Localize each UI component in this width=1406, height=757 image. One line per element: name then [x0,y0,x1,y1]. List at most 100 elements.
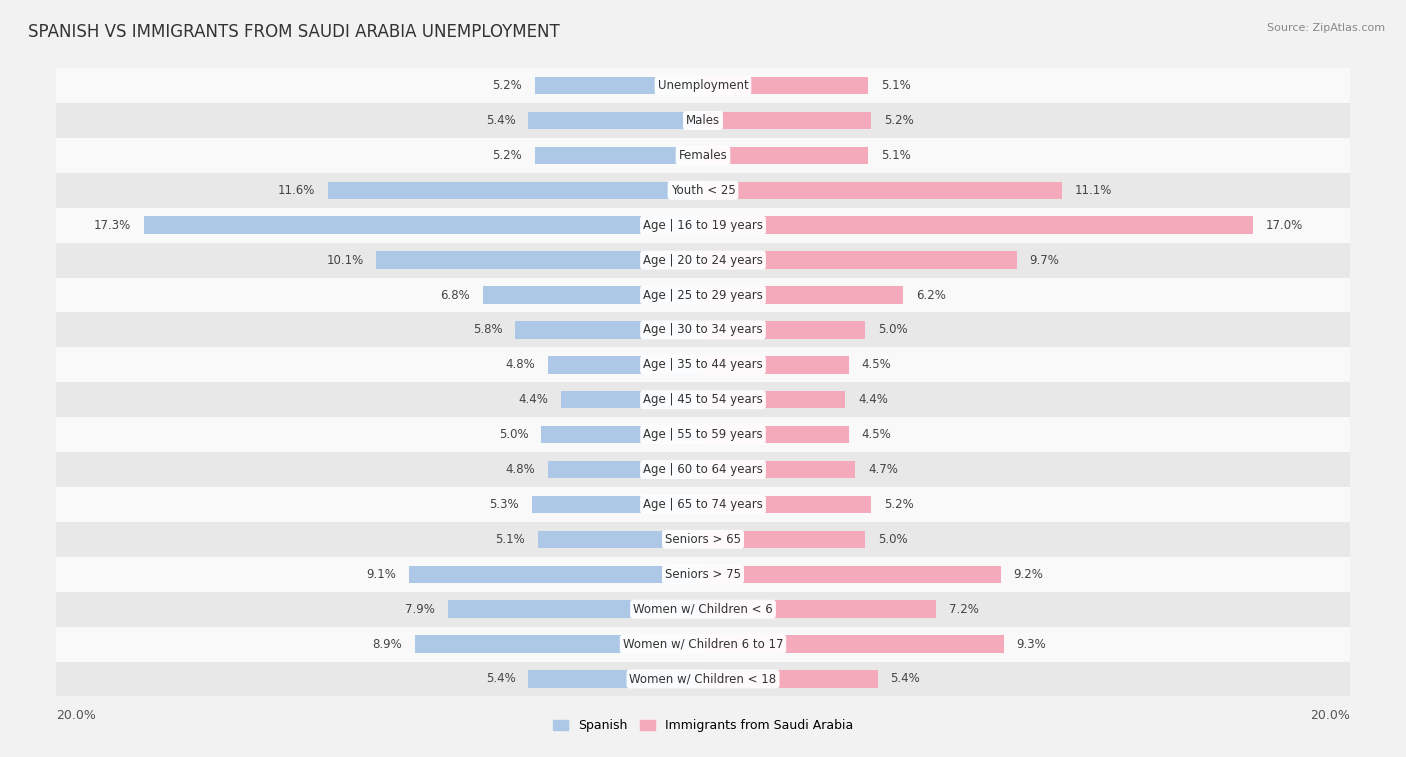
Bar [56,68,1350,103]
Bar [484,286,703,304]
Bar [703,531,865,548]
Bar [703,112,872,129]
Text: 5.8%: 5.8% [472,323,502,336]
Text: 6.2%: 6.2% [917,288,946,301]
Text: 10.1%: 10.1% [326,254,363,266]
Text: Women w/ Children < 6: Women w/ Children < 6 [633,603,773,615]
Text: 5.2%: 5.2% [492,79,522,92]
Text: 5.2%: 5.2% [884,498,914,511]
Bar [143,217,703,234]
Bar [56,278,1350,313]
Bar [56,207,1350,243]
Bar [529,112,703,129]
Text: 4.4%: 4.4% [517,393,548,407]
Bar [703,321,865,338]
Text: 5.1%: 5.1% [495,533,526,546]
Text: 17.0%: 17.0% [1265,219,1303,232]
Text: 9.1%: 9.1% [366,568,396,581]
Text: Seniors > 65: Seniors > 65 [665,533,741,546]
Bar [548,461,703,478]
Text: Age | 65 to 74 years: Age | 65 to 74 years [643,498,763,511]
Text: 5.0%: 5.0% [877,323,907,336]
Text: 11.1%: 11.1% [1074,184,1112,197]
Bar [447,600,703,618]
Bar [534,77,703,95]
Bar [703,426,849,444]
Text: 5.4%: 5.4% [485,672,516,686]
Text: Source: ZipAtlas.com: Source: ZipAtlas.com [1267,23,1385,33]
Text: Females: Females [679,149,727,162]
Bar [548,356,703,373]
Bar [703,496,872,513]
Text: 5.1%: 5.1% [880,149,911,162]
Text: Age | 55 to 59 years: Age | 55 to 59 years [643,428,763,441]
Text: 4.5%: 4.5% [862,358,891,372]
Text: 5.3%: 5.3% [489,498,519,511]
Bar [529,670,703,687]
Bar [56,138,1350,173]
Text: 4.4%: 4.4% [858,393,889,407]
Text: Age | 45 to 54 years: Age | 45 to 54 years [643,393,763,407]
Text: 7.9%: 7.9% [405,603,434,615]
Text: 5.1%: 5.1% [880,79,911,92]
Bar [56,487,1350,522]
Text: 9.7%: 9.7% [1029,254,1060,266]
Bar [703,182,1062,199]
Text: 5.2%: 5.2% [492,149,522,162]
Bar [56,592,1350,627]
Text: 4.5%: 4.5% [862,428,891,441]
Text: SPANISH VS IMMIGRANTS FROM SAUDI ARABIA UNEMPLOYMENT: SPANISH VS IMMIGRANTS FROM SAUDI ARABIA … [28,23,560,41]
Bar [56,557,1350,592]
Bar [538,531,703,548]
Bar [56,522,1350,557]
Text: 9.3%: 9.3% [1017,637,1046,650]
Bar [703,600,936,618]
Bar [703,565,1001,583]
Bar [516,321,703,338]
Bar [703,670,877,687]
Bar [56,313,1350,347]
Text: 5.4%: 5.4% [890,672,921,686]
Bar [703,77,868,95]
Text: 8.9%: 8.9% [373,637,402,650]
Text: Youth < 25: Youth < 25 [671,184,735,197]
Bar [328,182,703,199]
Text: 5.0%: 5.0% [499,428,529,441]
Text: Age | 30 to 34 years: Age | 30 to 34 years [643,323,763,336]
Bar [56,103,1350,138]
Bar [531,496,703,513]
Text: Seniors > 75: Seniors > 75 [665,568,741,581]
Text: 9.2%: 9.2% [1014,568,1043,581]
Bar [56,382,1350,417]
Text: 4.7%: 4.7% [868,463,898,476]
Bar [56,417,1350,452]
Bar [415,635,703,653]
Bar [56,627,1350,662]
Bar [703,461,855,478]
Bar [561,391,703,409]
Text: 5.2%: 5.2% [884,114,914,127]
Text: 5.0%: 5.0% [877,533,907,546]
Text: Age | 20 to 24 years: Age | 20 to 24 years [643,254,763,266]
Bar [377,251,703,269]
Bar [56,173,1350,207]
Bar [703,147,868,164]
Text: Unemployment: Unemployment [658,79,748,92]
Bar [703,217,1253,234]
Text: 11.6%: 11.6% [277,184,315,197]
Text: 4.8%: 4.8% [505,358,534,372]
Bar [534,147,703,164]
Text: 7.2%: 7.2% [949,603,979,615]
Text: 4.8%: 4.8% [505,463,534,476]
Text: 20.0%: 20.0% [56,709,96,721]
Text: Age | 16 to 19 years: Age | 16 to 19 years [643,219,763,232]
Legend: Spanish, Immigrants from Saudi Arabia: Spanish, Immigrants from Saudi Arabia [548,715,858,737]
Bar [56,452,1350,487]
Text: Age | 60 to 64 years: Age | 60 to 64 years [643,463,763,476]
Text: Age | 35 to 44 years: Age | 35 to 44 years [643,358,763,372]
Text: Women w/ Children 6 to 17: Women w/ Children 6 to 17 [623,637,783,650]
Bar [703,635,1004,653]
Bar [56,347,1350,382]
Text: 20.0%: 20.0% [1310,709,1350,721]
Text: Women w/ Children < 18: Women w/ Children < 18 [630,672,776,686]
